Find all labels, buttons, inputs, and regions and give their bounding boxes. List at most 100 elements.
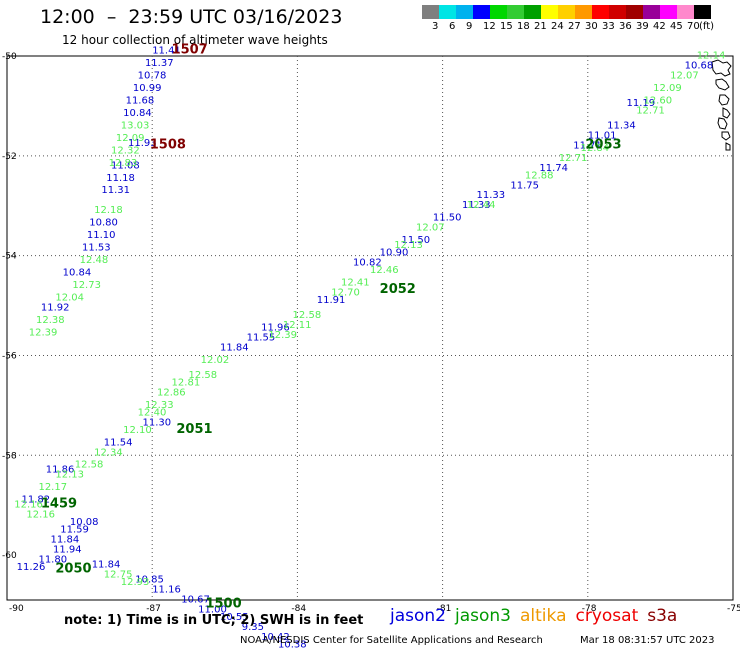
satellite-cryosat: cryosat	[575, 606, 639, 626]
scale-label: 70	[687, 21, 700, 32]
wave-height-value: 11.94	[53, 545, 82, 556]
coastline-segment	[715, 78, 730, 91]
scale-label: 15	[500, 21, 513, 32]
wave-height-value: 12.39	[268, 330, 297, 341]
axis-tick-labels: -90 -87 -84 -81 -78 -75 -50 -52 -54 -56 -58 -60	[2, 52, 740, 614]
pass-number: 1508	[150, 137, 186, 152]
wave-height-value: 12.93	[121, 577, 150, 588]
wave-height-value: 11.59	[60, 525, 89, 536]
wave-height-value: 11.84	[220, 342, 249, 353]
wave-height-value: 12.88	[525, 170, 554, 181]
wave-height-value: 12.13	[55, 470, 84, 481]
wave-height-value: 10.80	[89, 218, 118, 229]
scale-label: 9	[466, 21, 473, 32]
wave-height-value: 11.50	[433, 213, 462, 224]
wave-height-value: 11.75	[510, 180, 539, 191]
wave-height-value: 11.84	[92, 560, 121, 571]
wave-height-value: 12.60	[643, 95, 672, 106]
wave-height-value: 12.71	[636, 105, 665, 116]
wave-height-value: 11.10	[87, 230, 116, 241]
wave-height-value: 12.83	[109, 158, 138, 169]
wave-height-value: 10.42	[261, 632, 290, 643]
satellite-s3a: s3a	[647, 606, 678, 626]
x-tick-label: -78	[582, 604, 597, 614]
wave-height-value: 10.38	[278, 639, 307, 650]
wave-height-value: 12.16	[26, 510, 55, 521]
wave-height-value: 12.02	[201, 355, 230, 366]
wave-height-value: 10.99	[133, 83, 162, 94]
x-tick-label: -90	[9, 604, 24, 614]
wave-height-value: 10.67	[181, 594, 210, 605]
pass-number: 2052	[380, 282, 416, 297]
pass-labels: 1507 1508 2053 2052 2051 1459 2050 1500	[41, 43, 622, 612]
wave-height-value: 12.75	[104, 570, 133, 581]
wave-height-value: 10.08	[70, 517, 99, 528]
wave-height-value: 11.71	[573, 140, 602, 151]
wave-height-value: 10.90	[380, 248, 409, 259]
scale-label: 18	[517, 21, 530, 32]
color-swatch	[660, 5, 677, 19]
wave-height-value: 12.18	[94, 205, 123, 216]
pass-number: 1459	[41, 497, 77, 512]
wave-height-value: 12.58	[189, 370, 218, 381]
footer-credit: NOAA/NESDIS Center for Satellite Applica…	[240, 635, 543, 646]
wave-height-value: 12.81	[172, 377, 201, 388]
units-note: note: 1) Time is in UTC; 2) SWH is in fe…	[64, 613, 364, 628]
scale-label: 30	[585, 21, 598, 32]
wave-height-value: 11.86	[46, 465, 75, 476]
pass-number: 2050	[55, 562, 91, 577]
coastline-segment	[725, 142, 731, 151]
color-swatch	[524, 5, 541, 19]
scale-label: (ft)	[699, 21, 715, 32]
y-tick-label: -52	[2, 152, 17, 162]
wave-height-value: 12.38	[36, 315, 65, 326]
wave-height-value: 11.50	[401, 235, 430, 246]
pass-number: 1500	[205, 596, 241, 611]
y-tick-label: -56	[2, 351, 17, 361]
wave-height-value: 12.84	[581, 143, 610, 154]
pass-number: 2051	[176, 422, 212, 437]
color-swatch	[473, 5, 490, 19]
wave-height-value: 12.73	[72, 280, 101, 291]
scale-label: 36	[619, 21, 632, 32]
wave-height-value: 9.35	[242, 622, 264, 633]
wave-height-value: 12.07	[416, 223, 445, 234]
wave-height-value: 12.17	[38, 482, 67, 493]
color-swatch	[558, 5, 575, 19]
wave-height-value: 11.08	[111, 160, 140, 171]
wave-height-value: 11.00	[198, 604, 227, 615]
color-swatch	[490, 5, 507, 19]
wave-height-value: 11.30	[143, 417, 172, 428]
coastline-segment	[717, 117, 728, 130]
x-tick-label: -87	[146, 604, 161, 614]
coastline	[711, 59, 732, 151]
color-swatch	[643, 5, 660, 19]
y-tick-label: -50	[2, 52, 17, 62]
scale-label: 6	[449, 21, 456, 32]
coastline-segment	[721, 131, 731, 141]
wave-height-value: 11.34	[607, 120, 636, 131]
color-swatch	[694, 5, 711, 19]
color-swatch	[456, 5, 473, 19]
map-title: 12:00 – 23:59 UTC 03/16/2023	[40, 6, 343, 28]
wave-height-value: 11.31	[101, 185, 130, 196]
wave-height-value: 11.84	[51, 535, 80, 546]
color-scale-labels: 3 6 9 12 15 18 21 24 27 30 33 36 39 42 45 70 (ft)	[422, 21, 740, 35]
color-swatch	[439, 5, 456, 19]
x-tick-label: -75	[727, 604, 740, 614]
wave-height-value: 10.78	[138, 70, 167, 81]
scale-label: 33	[602, 21, 615, 32]
scale-label: 45	[670, 21, 683, 32]
wave-height-value: 12.86	[157, 387, 186, 398]
coastline-segment	[711, 59, 732, 77]
color-swatch	[609, 5, 626, 19]
wave-height-value: 12.04	[55, 293, 84, 304]
wave-height-value: 12.40	[138, 407, 167, 418]
x-tick-label: -81	[437, 604, 452, 614]
color-swatch	[541, 5, 558, 19]
wave-height-value: 11.82	[22, 495, 51, 506]
map-frame	[6, 55, 734, 601]
